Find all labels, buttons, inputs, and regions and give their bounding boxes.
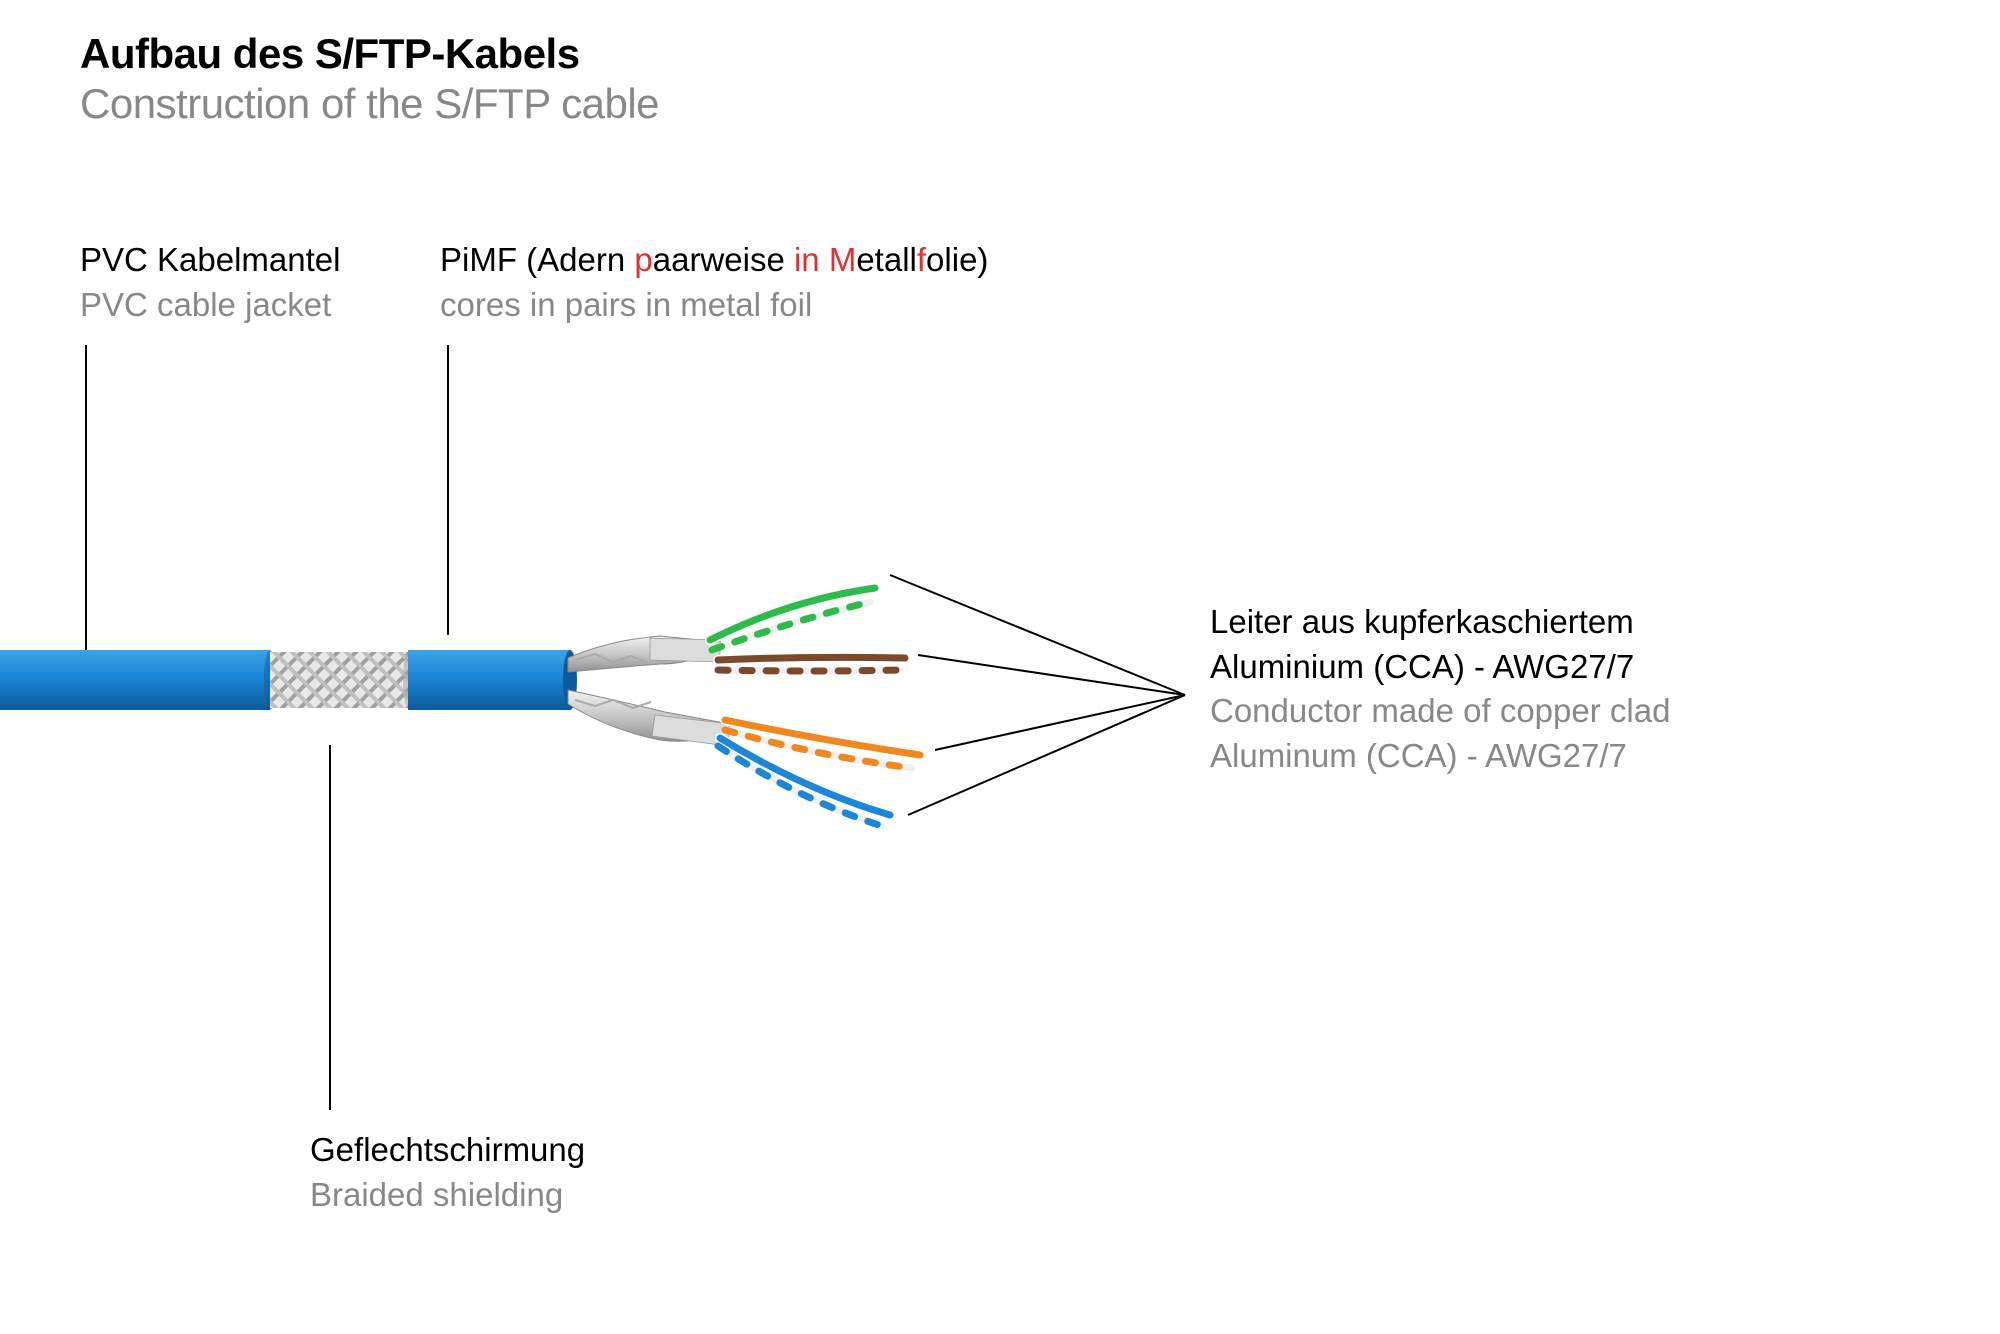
label-pimf-primary: PiMF (Adern paarweise in Metallfolie) — [440, 238, 988, 283]
label-conductor: Leiter aus kupferkaschiertem Aluminium (… — [1210, 600, 1670, 778]
label-conductor-primary-2: Aluminium (CCA) - AWG27/7 — [1210, 645, 1670, 690]
label-conductor-primary-1: Leiter aus kupferkaschiertem — [1210, 600, 1670, 645]
pimf-red-in: in — [794, 241, 820, 278]
pimf-text-3: etall — [856, 241, 917, 278]
label-braid: Geflechtschirmung Braided shielding — [310, 1128, 585, 1217]
pvc-jacket-inner — [408, 650, 570, 710]
label-jacket: PVC Kabelmantel PVC cable jacket — [80, 238, 340, 327]
pimf-text-4: olie) — [926, 241, 988, 278]
title-block: Aufbau des S/FTP-Kabels Construction of … — [80, 30, 659, 128]
pimf-red-p: p — [634, 241, 652, 278]
braided-shielding — [270, 652, 408, 708]
pvc-jacket — [0, 650, 270, 710]
label-conductor-secondary-2: Aluminum (CCA) - AWG27/7 — [1210, 734, 1670, 779]
title-sub: Construction of the S/FTP cable — [80, 80, 659, 128]
label-conductor-secondary-1: Conductor made of copper clad — [1210, 689, 1670, 734]
title-main: Aufbau des S/FTP-Kabels — [80, 30, 659, 78]
pimf-space — [820, 241, 829, 278]
leader-lines — [86, 345, 1185, 1110]
label-braid-secondary: Braided shielding — [310, 1173, 585, 1218]
wires — [710, 588, 920, 826]
cable-diagram — [0, 0, 2000, 1334]
pimf-red-f: f — [917, 241, 926, 278]
label-braid-primary: Geflechtschirmung — [310, 1128, 585, 1173]
label-pimf: PiMF (Adern paarweise in Metallfolie) co… — [440, 238, 988, 327]
label-pimf-secondary: cores in pairs in metal foil — [440, 283, 988, 328]
label-jacket-secondary: PVC cable jacket — [80, 283, 340, 328]
label-jacket-primary: PVC Kabelmantel — [80, 238, 340, 283]
pimf-text-1: PiMF (Adern — [440, 241, 634, 278]
pimf-text-2: aarweise — [653, 241, 794, 278]
pimf-red-m: M — [829, 241, 857, 278]
foil-pairs — [568, 636, 730, 746]
